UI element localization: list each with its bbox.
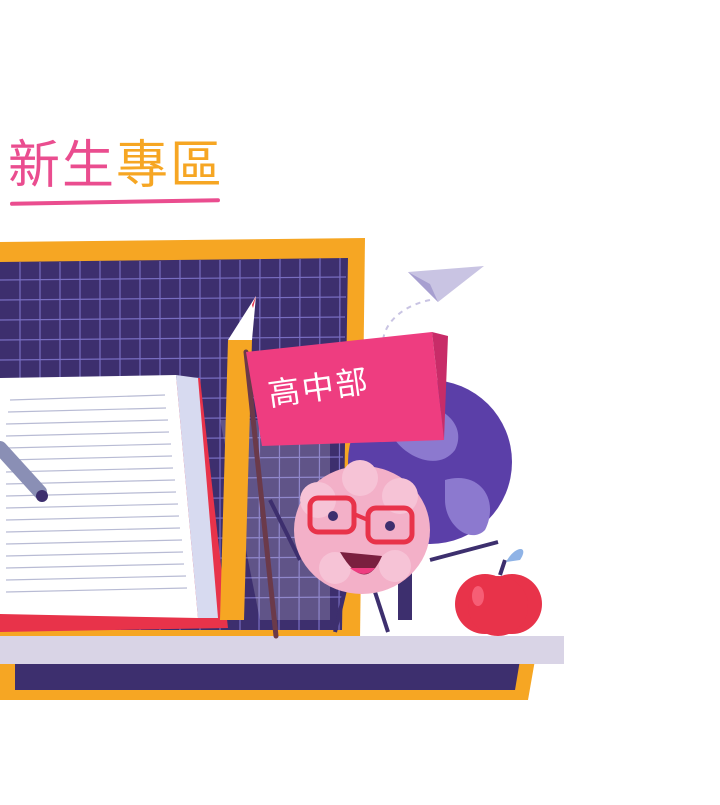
- desk-icon: [0, 636, 564, 700]
- pen-icon: [0, 441, 48, 502]
- section-heading: 新生專區: [8, 136, 224, 206]
- title-part-pink: 新生: [8, 136, 117, 196]
- page-title: 新生專區: [8, 136, 224, 196]
- pencil-icon: [220, 296, 256, 620]
- flag-icon: [243, 332, 448, 639]
- paper-plane-icon: [382, 266, 484, 381]
- brain-mascot-icon: [268, 460, 499, 633]
- title-part-orange: 專區: [116, 136, 225, 196]
- apple-icon: [455, 548, 542, 636]
- open-book-icon: [0, 375, 228, 632]
